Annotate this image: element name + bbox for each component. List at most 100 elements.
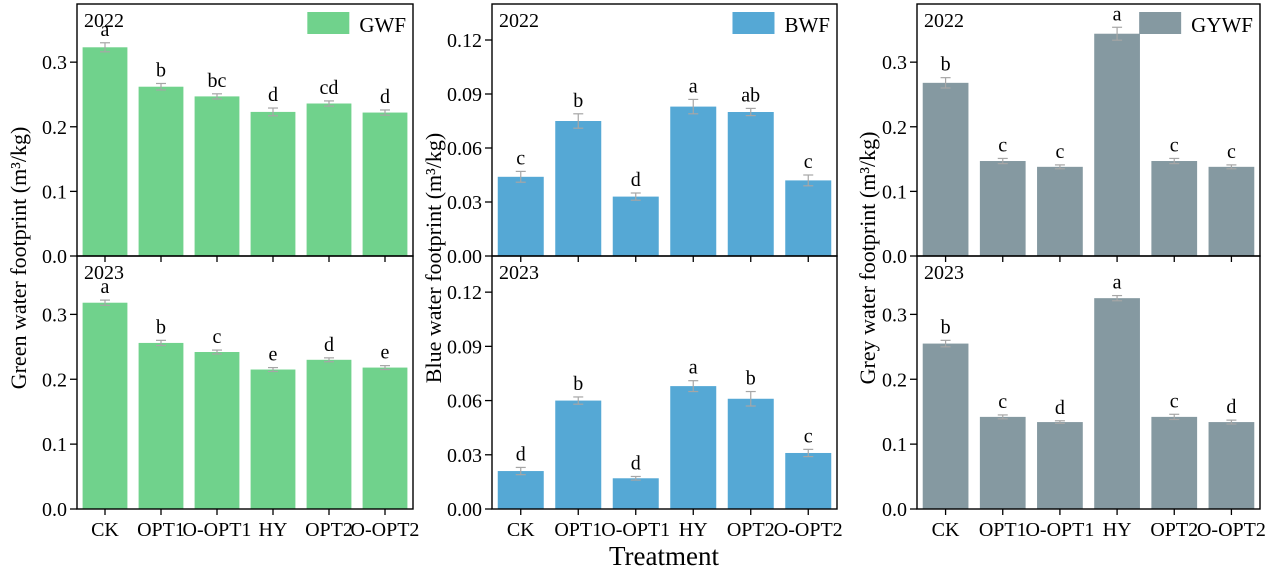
bar bbox=[250, 111, 296, 257]
bar bbox=[670, 386, 717, 509]
chart-panel-svg: a b bc d cd d 0.0 0.1 0.2 0.3 2022 GWF a CK b OPT1 c O-OP… bbox=[42, 3, 419, 541]
bar bbox=[922, 82, 969, 256]
x-tick-label: O-OPT1 bbox=[183, 519, 252, 541]
y-tick-label: 0.00 bbox=[447, 499, 482, 521]
bar bbox=[1208, 166, 1255, 256]
significance-letter: bc bbox=[208, 70, 227, 92]
significance-letter: b bbox=[746, 368, 756, 390]
significance-letter: c bbox=[213, 326, 222, 348]
significance-letter: c bbox=[998, 391, 1007, 413]
y-tick-label: 0.0 bbox=[42, 246, 67, 268]
bar bbox=[82, 47, 128, 256]
significance-letter: a bbox=[689, 75, 698, 97]
legend-swatch bbox=[1139, 12, 1182, 34]
significance-letter: c bbox=[804, 425, 813, 447]
legend-label: BWF bbox=[784, 13, 830, 37]
significance-letter: a bbox=[1113, 3, 1122, 25]
year-label: 2022 bbox=[499, 10, 539, 32]
y-tick-label: 0.2 bbox=[882, 117, 907, 139]
significance-letter: c bbox=[998, 134, 1007, 156]
bar bbox=[1094, 33, 1140, 256]
bar bbox=[362, 367, 408, 509]
significance-letter: cd bbox=[320, 77, 339, 99]
bar bbox=[1094, 298, 1140, 509]
x-tick-label: OPT1 bbox=[554, 519, 602, 541]
y-tick-label: 0.09 bbox=[447, 84, 482, 106]
bar bbox=[555, 400, 602, 509]
significance-letter: d bbox=[631, 452, 641, 474]
y-tick-label: 0.12 bbox=[447, 282, 482, 304]
panel-border bbox=[491, 255, 838, 510]
significance-letter: d bbox=[324, 334, 334, 356]
chart-column-green: a b bc d cd d 0.0 0.1 0.2 0.3 2022 GWF a CK b OPT1 c O-OP… bbox=[15, 0, 443, 545]
bar bbox=[555, 121, 602, 256]
legend-label: GYWF bbox=[1191, 13, 1253, 37]
y-tick-label: 0.12 bbox=[447, 30, 482, 52]
bar bbox=[612, 196, 659, 256]
x-tick-label: CK bbox=[932, 519, 960, 541]
y-tick-label: 0.03 bbox=[447, 445, 482, 467]
significance-letter: b bbox=[573, 373, 583, 395]
y-tick-label: 0.09 bbox=[447, 336, 482, 358]
significance-letter: c bbox=[1055, 141, 1064, 163]
significance-letter: c bbox=[516, 147, 525, 169]
significance-letter: c bbox=[1227, 141, 1236, 163]
significance-letter: b bbox=[941, 316, 951, 338]
panel-border bbox=[76, 255, 414, 510]
y-tick-label: 0.0 bbox=[42, 499, 67, 521]
y-tick-label: 0.06 bbox=[447, 391, 482, 413]
bar bbox=[194, 352, 240, 509]
significance-letter: a bbox=[101, 276, 110, 298]
y-tick-label: 0.00 bbox=[447, 246, 482, 268]
chart-column-blue: c b d a ab c 0.00 0.03 0.06 0.09 0.12 2022 BWF d CK b OP… bbox=[430, 0, 867, 545]
x-tick-label: O-OPT1 bbox=[601, 519, 670, 541]
y-tick-label: 0.0 bbox=[882, 499, 907, 521]
chart-panel-svg: b c c a c c 0.0 0.1 0.2 0.3 2022 GYWF b CK c OPT1 d O-OPT… bbox=[882, 3, 1266, 541]
x-tick-label: CK bbox=[91, 519, 119, 541]
bar bbox=[306, 359, 352, 509]
y-tick-label: 0.2 bbox=[882, 369, 907, 391]
bar bbox=[979, 416, 1026, 509]
bar bbox=[979, 161, 1026, 256]
x-tick-label: OPT2 bbox=[727, 519, 775, 541]
significance-letter: ab bbox=[741, 84, 760, 106]
bar bbox=[82, 302, 128, 509]
bar bbox=[727, 112, 774, 256]
bar bbox=[612, 478, 659, 509]
x-axis-label: Treatment bbox=[609, 541, 719, 571]
y-tick-label: 0.06 bbox=[447, 138, 482, 160]
legend-swatch bbox=[307, 12, 350, 34]
significance-letter: b bbox=[156, 59, 166, 81]
significance-letter: d bbox=[268, 84, 278, 106]
significance-letter: a bbox=[101, 19, 110, 41]
bar bbox=[1037, 422, 1083, 509]
bar bbox=[1151, 416, 1198, 509]
x-tick-label: HY bbox=[259, 519, 288, 541]
bar bbox=[497, 176, 544, 256]
significance-letter: a bbox=[1113, 272, 1122, 294]
significance-letter: b bbox=[156, 316, 166, 338]
bar bbox=[250, 369, 296, 509]
bar bbox=[1151, 161, 1198, 256]
y-tick-label: 0.1 bbox=[42, 434, 67, 456]
y-tick-label: 0.2 bbox=[42, 117, 67, 139]
y-tick-label: 0.0 bbox=[882, 246, 907, 268]
bar bbox=[362, 112, 408, 256]
significance-letter: c bbox=[1170, 134, 1179, 156]
x-tick-label: O-OPT2 bbox=[1197, 519, 1266, 541]
bar bbox=[138, 342, 184, 509]
bar bbox=[194, 96, 240, 257]
x-tick-label: OPT1 bbox=[137, 519, 185, 541]
y-tick-label: 0.1 bbox=[882, 434, 907, 456]
bar bbox=[138, 86, 184, 256]
legend-label: GWF bbox=[359, 13, 406, 37]
bar bbox=[922, 343, 969, 509]
y-tick-label: 0.03 bbox=[447, 192, 482, 214]
y-tick-label: 0.3 bbox=[42, 304, 67, 326]
significance-letter: d bbox=[516, 443, 526, 465]
year-label: 2023 bbox=[84, 262, 124, 284]
significance-letter: e bbox=[269, 344, 278, 366]
x-tick-label: OPT2 bbox=[305, 519, 353, 541]
significance-letter: b bbox=[941, 54, 951, 76]
